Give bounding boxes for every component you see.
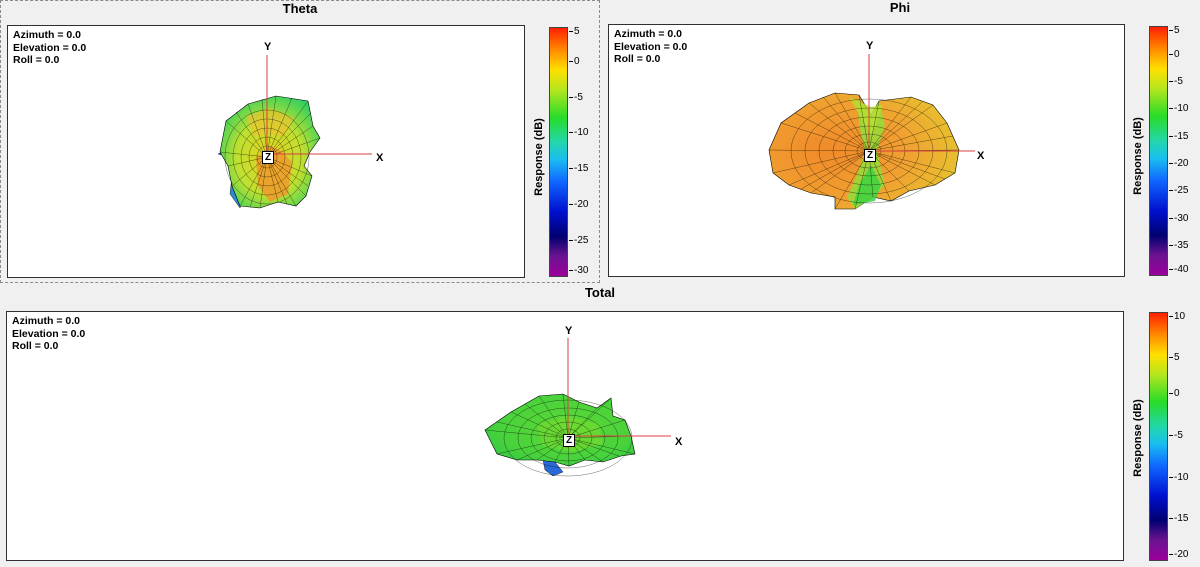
theta-title: Theta	[282, 1, 318, 16]
theta-tick: -10	[568, 127, 589, 138]
phi-y-axis-label: Y	[866, 40, 874, 52]
total-colorbar-title: Response (dB)	[1132, 399, 1144, 477]
total-tick: 0	[1169, 388, 1180, 399]
phi-elevation: Elevation = 0.0	[614, 40, 688, 53]
theta-y-axis-label: Y	[264, 41, 272, 53]
total-radiation-pattern	[484, 338, 671, 477]
total-tick: -5	[1169, 430, 1183, 441]
phi-title: Phi	[889, 0, 911, 15]
phi-plot-area[interactable]: Azimuth = 0.0 Elevation = 0.0 Roll = 0.0	[608, 24, 1125, 277]
total-panel: Total Azimuth = 0.0 Elevation = 0.0 Roll…	[0, 284, 1200, 567]
phi-tick: -35	[1168, 240, 1189, 251]
theta-tick: -20	[568, 199, 589, 210]
total-tick: 5	[1169, 352, 1180, 363]
phi-tick: -30	[1168, 213, 1189, 224]
theta-colorbar-title: Response (dB)	[533, 118, 545, 196]
total-tick: -20	[1168, 549, 1189, 560]
phi-tick: -10	[1168, 103, 1189, 114]
theta-tick: 5	[569, 26, 580, 37]
phi-z-axis-label: Z	[864, 149, 876, 162]
phi-tick: -15	[1168, 131, 1189, 142]
theta-panel: Theta Azimuth = 0.0 Elevation = 0.0 Roll…	[0, 0, 600, 283]
phi-tick: -25	[1168, 185, 1189, 196]
phi-tick: -20	[1168, 158, 1189, 169]
total-azimuth: Azimuth = 0.0	[12, 315, 80, 327]
total-tick: 10	[1168, 311, 1186, 322]
total-roll: Roll = 0.0	[12, 340, 59, 352]
theta-tick: -15	[568, 163, 589, 174]
phi-x-axis-label: X	[977, 150, 985, 162]
phi-tick: -40	[1168, 264, 1189, 275]
total-plot-area[interactable]: Azimuth = 0.0 Elevation = 0.0 Roll = 0.0	[6, 311, 1124, 561]
phi-view-info: Azimuth = 0.0 Elevation = 0.0 Roll = 0.0	[614, 28, 687, 66]
phi-tick: 5	[1169, 25, 1180, 36]
theta-tick: -25	[568, 235, 589, 246]
total-view-info: Azimuth = 0.0 Elevation = 0.0 Roll = 0.0	[12, 315, 85, 353]
theta-x-axis-label: X	[376, 152, 384, 164]
total-x-axis-label: X	[675, 436, 683, 448]
total-colorbar	[1149, 312, 1168, 561]
theta-view-info: Azimuth = 0.0 Elevation = 0.0 Roll = 0.0	[13, 29, 86, 67]
total-tick: -15	[1168, 513, 1189, 524]
phi-roll: Roll = 0.0	[614, 53, 661, 65]
theta-tick: 0	[569, 56, 580, 67]
phi-tick: 0	[1169, 49, 1180, 60]
phi-colorbar	[1149, 26, 1168, 276]
total-tick: -10	[1168, 472, 1189, 483]
total-title: Total	[584, 285, 616, 300]
theta-azimuth: Azimuth = 0.0	[13, 29, 81, 41]
theta-plot-area[interactable]: Azimuth = 0.0 Elevation = 0.0 Roll = 0.0	[7, 25, 525, 278]
theta-tick: -5	[569, 92, 583, 103]
theta-roll: Roll = 0.0	[13, 54, 60, 66]
theta-colorbar	[549, 27, 568, 277]
theta-tick: -30	[568, 265, 589, 276]
phi-azimuth: Azimuth = 0.0	[614, 28, 682, 40]
phi-colorbar-title: Response (dB)	[1132, 117, 1144, 195]
theta-elevation: Elevation = 0.0	[13, 41, 87, 54]
phi-tick: -5	[1169, 76, 1183, 87]
total-elevation: Elevation = 0.0	[12, 327, 86, 340]
total-z-axis-label: Z	[563, 434, 575, 447]
phi-panel: Phi Azimuth = 0.0 Elevation = 0.0 Roll =…	[600, 0, 1200, 283]
theta-z-axis-label: Z	[262, 151, 274, 164]
total-y-axis-label: Y	[565, 325, 573, 337]
